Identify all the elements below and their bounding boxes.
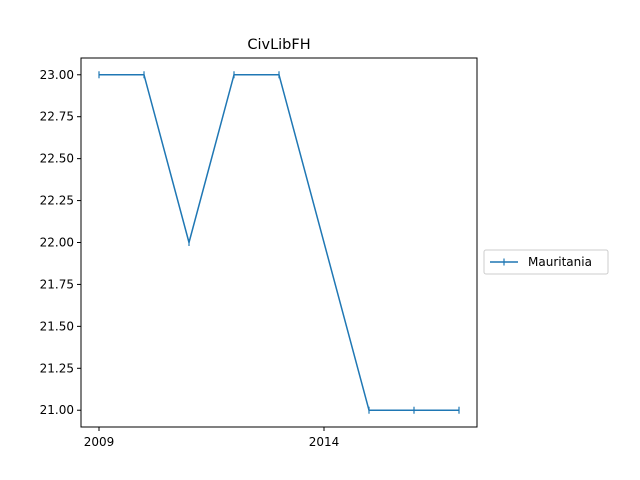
x-tick-label: 2009 [84, 435, 115, 449]
y-tick-label: 21.25 [40, 361, 74, 375]
y-tick-label: 21.75 [40, 277, 74, 291]
y-tick-label: 22.25 [40, 194, 74, 208]
y-tick-label: 21.00 [40, 403, 74, 417]
legend-label: Mauritania [528, 255, 592, 269]
y-tick-label: 23.00 [40, 68, 74, 82]
legend-box [483, 249, 609, 275]
y-tick-label: 22.00 [40, 236, 74, 250]
y-tick-label: 21.50 [40, 319, 74, 333]
series-line [99, 74, 459, 411]
legend: Mauritania [483, 249, 609, 275]
y-tick-label: 22.75 [40, 110, 74, 124]
plot-area: 21.00 21.25 21.50 21.75 22.00 22.25 22.50 22.75… [40, 57, 478, 449]
chart-title: CivLibFH [247, 37, 310, 53]
y-tick-label: 22.50 [40, 152, 74, 166]
x-tick-label: 2014 [309, 435, 340, 449]
